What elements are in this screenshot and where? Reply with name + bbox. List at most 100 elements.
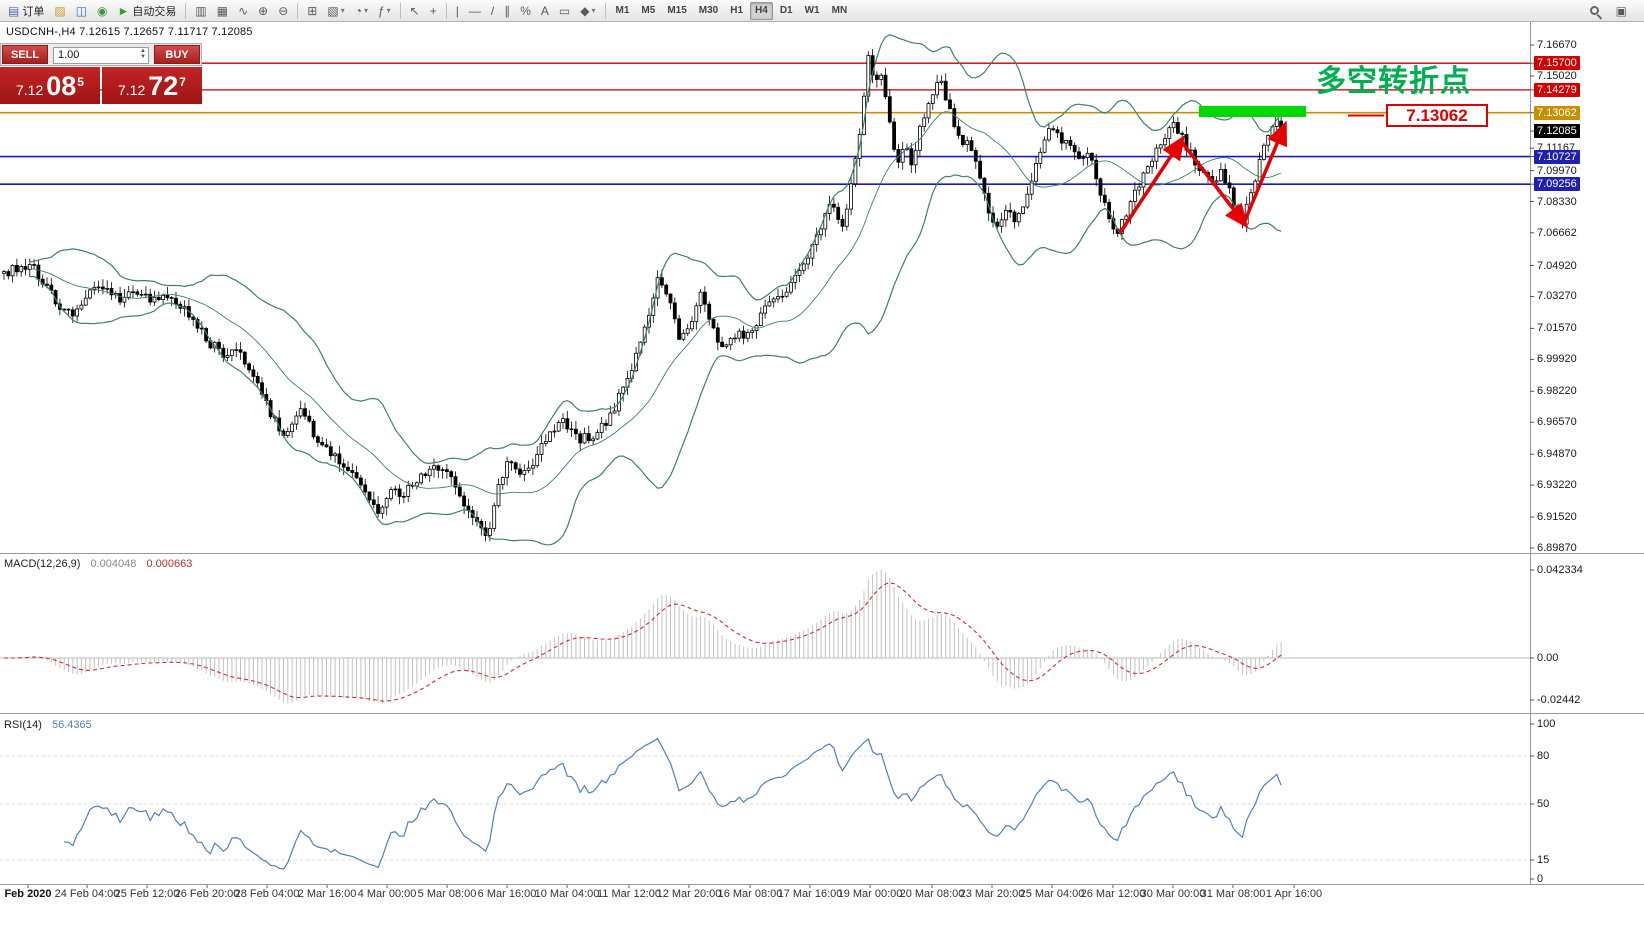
bollinger-lower-band[interactable] xyxy=(29,174,1282,546)
line-chart-button[interactable]: ∿ xyxy=(234,2,252,20)
periods-button[interactable]: ◔ ▾ xyxy=(351,2,372,20)
price-axis-label: 7.08330 xyxy=(1537,196,1577,208)
toolbar-separator xyxy=(445,2,447,19)
fibonacci-button[interactable]: % xyxy=(516,2,535,20)
indicators-button[interactable]: ƒ ▾ xyxy=(374,2,395,20)
tile-windows-button[interactable]: ⊞ xyxy=(303,2,321,20)
time-axis[interactable]: Feb 2020 24 Feb 04:00 25 Feb 12:00 26 Feb 2… xyxy=(0,888,1534,904)
auto-trading-button[interactable]: ► 自动交易 xyxy=(114,2,181,20)
trendline-button[interactable]: / xyxy=(487,2,498,20)
time-axis-label: 5 Mar 08:00 xyxy=(417,888,477,900)
price-axis-label: 6.98220 xyxy=(1537,385,1577,397)
sell-button[interactable]: SELL xyxy=(2,45,48,64)
dropdown-arrow-icon: ▾ xyxy=(340,6,345,15)
shapes-button[interactable]: ◆ ▾ xyxy=(576,2,599,20)
price-axis-label: 7.09970 xyxy=(1537,165,1577,177)
price-axis-label: 7.06662 xyxy=(1537,227,1577,239)
lot-decrease-icon[interactable]: ▼ xyxy=(140,53,146,60)
timeframe-m30-button[interactable]: M30 xyxy=(698,5,719,16)
price-displays: 7.12 08 5 7.12 72 7 xyxy=(0,67,202,104)
add-chart-button[interactable]: ▧ ▾ xyxy=(323,2,348,20)
toolbar-buttons: ▤ 订单 ▨ ◫ ◉ ► 自动交易 ▥ ▦ ∿ ⊕ ⊖ ⊞ ▧ ▾ ◔ ▾ ƒ ▾ ↖ + | — / ∥% A ▭ ◆ ▾ M1 M5 M1… xyxy=(3,1,853,20)
timeframe-m1-button[interactable]: M1 xyxy=(615,5,630,16)
zoom-out-button[interactable]: ⊖ xyxy=(274,2,292,20)
buy-price-head: 7.12 xyxy=(118,81,146,98)
lot-increase-icon[interactable]: ▲ xyxy=(140,47,146,54)
docs-button[interactable]: ▣ xyxy=(1612,2,1631,20)
price-axis-label: 7.13062 xyxy=(1534,106,1580,120)
chart-profiles-button[interactable]: ▨ xyxy=(50,2,69,20)
vertical-line-button[interactable]: | xyxy=(452,2,463,20)
macd-panel-layer[interactable] xyxy=(0,570,1530,704)
bollinger-middle-band[interactable] xyxy=(29,111,1282,495)
candle-chart-icon: ▦ xyxy=(216,3,229,18)
time-axis-label: 25 Mar 04:00 xyxy=(1019,888,1085,900)
document-icon: ▣ xyxy=(1615,3,1627,18)
bar-chart-button[interactable]: ▥ xyxy=(191,2,210,20)
buy-price-display[interactable]: 7.12 72 7 xyxy=(102,67,202,104)
buy-price-sup: 7 xyxy=(179,75,186,89)
dropdown-arrow-icon: ▾ xyxy=(591,6,596,15)
macd-axis-label: 0.00 xyxy=(1537,652,1559,664)
channel-button[interactable]: ∥ xyxy=(500,2,514,20)
macd-title: MACD(12,26,9) xyxy=(4,558,81,570)
crosshair-button[interactable]: + xyxy=(426,2,441,20)
time-axis-label: 28 Feb 04:00 xyxy=(234,888,300,900)
trading-controls-row: SELL ▲▼ BUY xyxy=(0,43,202,66)
rsi-axis-label: 15 xyxy=(1537,854,1550,866)
trend-arrow[interactable] xyxy=(1118,135,1185,234)
rsi-panel-layer[interactable] xyxy=(0,737,1530,870)
trend-arrow[interactable] xyxy=(1179,139,1249,229)
lot-size-field[interactable]: ▲▼ xyxy=(53,45,149,64)
main-chart-layer[interactable] xyxy=(0,34,1530,546)
trend-arrow[interactable] xyxy=(1242,120,1287,224)
sell-price-head: 7.12 xyxy=(16,81,44,98)
cursor-icon: ↖ xyxy=(409,3,420,18)
shapes-icon: ◆ xyxy=(580,3,590,18)
price-axis-label: 7.10727 xyxy=(1534,150,1580,164)
label-button[interactable]: ▭ xyxy=(555,2,574,20)
new-order-button[interactable]: ▤ 订单 xyxy=(4,2,48,20)
candle-chart-button[interactable]: ▦ xyxy=(213,2,232,20)
crosshair-icon: + xyxy=(429,3,437,18)
price-axis-label: 6.99920 xyxy=(1537,353,1577,365)
horizontal-line-button[interactable]: — xyxy=(465,2,485,20)
indicators-icon: ƒ xyxy=(377,3,385,18)
rsi-axis: 100 80 50 15 0 xyxy=(1534,0,1644,943)
price-axis-label: 7.12085 xyxy=(1534,124,1580,138)
timeframe-m15-button[interactable]: M15 xyxy=(667,5,687,16)
turning-point-annotation: 多空转折点 xyxy=(1316,65,1471,98)
price-callout-label[interactable]: 7.13062 xyxy=(1386,104,1488,127)
lot-spinner[interactable]: ▲ ▼ xyxy=(138,46,148,61)
timeframe-d1-button[interactable]: D1 xyxy=(779,5,793,16)
sell-price-sup: 5 xyxy=(77,75,84,89)
periods-icon: ◔ xyxy=(354,3,362,18)
market-watch-icon: ◫ xyxy=(75,3,88,18)
navigator-icon: ◉ xyxy=(97,3,108,18)
rsi-axis-label: 0 xyxy=(1537,873,1544,885)
search-button[interactable] xyxy=(1586,2,1603,20)
zoom-in-button[interactable]: ⊕ xyxy=(254,2,272,20)
bollinger-upper-band[interactable] xyxy=(29,34,1282,465)
time-axis-label: 2 Mar 16:00 xyxy=(297,888,357,900)
timeframe-h1-button[interactable]: H1 xyxy=(730,5,744,16)
cursor-button[interactable]: ↖ xyxy=(406,2,424,20)
time-axis-label: 17 Mar 16:00 xyxy=(777,888,843,900)
fibonacci-icon: % xyxy=(520,3,531,18)
market-watch-button[interactable]: ◫ xyxy=(72,2,91,20)
timeframe-h4-button[interactable]: H4 xyxy=(750,1,773,20)
navigator-button[interactable]: ◉ xyxy=(93,2,111,20)
timeframe-mn-button[interactable]: MN xyxy=(831,5,848,16)
sell-price-display[interactable]: 7.12 08 5 xyxy=(0,67,100,104)
price-axis[interactable]: 7.16670 7.15700 7.15020 7.14279 7.13062 7.120… xyxy=(1534,0,1644,943)
lot-size-input[interactable] xyxy=(53,46,149,64)
dropdown-arrow-icon: ▾ xyxy=(386,6,391,15)
timeframe-w1-button[interactable]: W1 xyxy=(804,5,820,16)
line-chart-icon: ∿ xyxy=(238,3,249,18)
green-zone-highlight[interactable] xyxy=(1199,106,1306,117)
timeframe-m5-button[interactable]: M5 xyxy=(641,5,656,16)
text-button[interactable]: A xyxy=(537,2,553,20)
chart-profiles-icon: ▨ xyxy=(54,3,66,18)
buy-button[interactable]: BUY xyxy=(154,45,200,64)
